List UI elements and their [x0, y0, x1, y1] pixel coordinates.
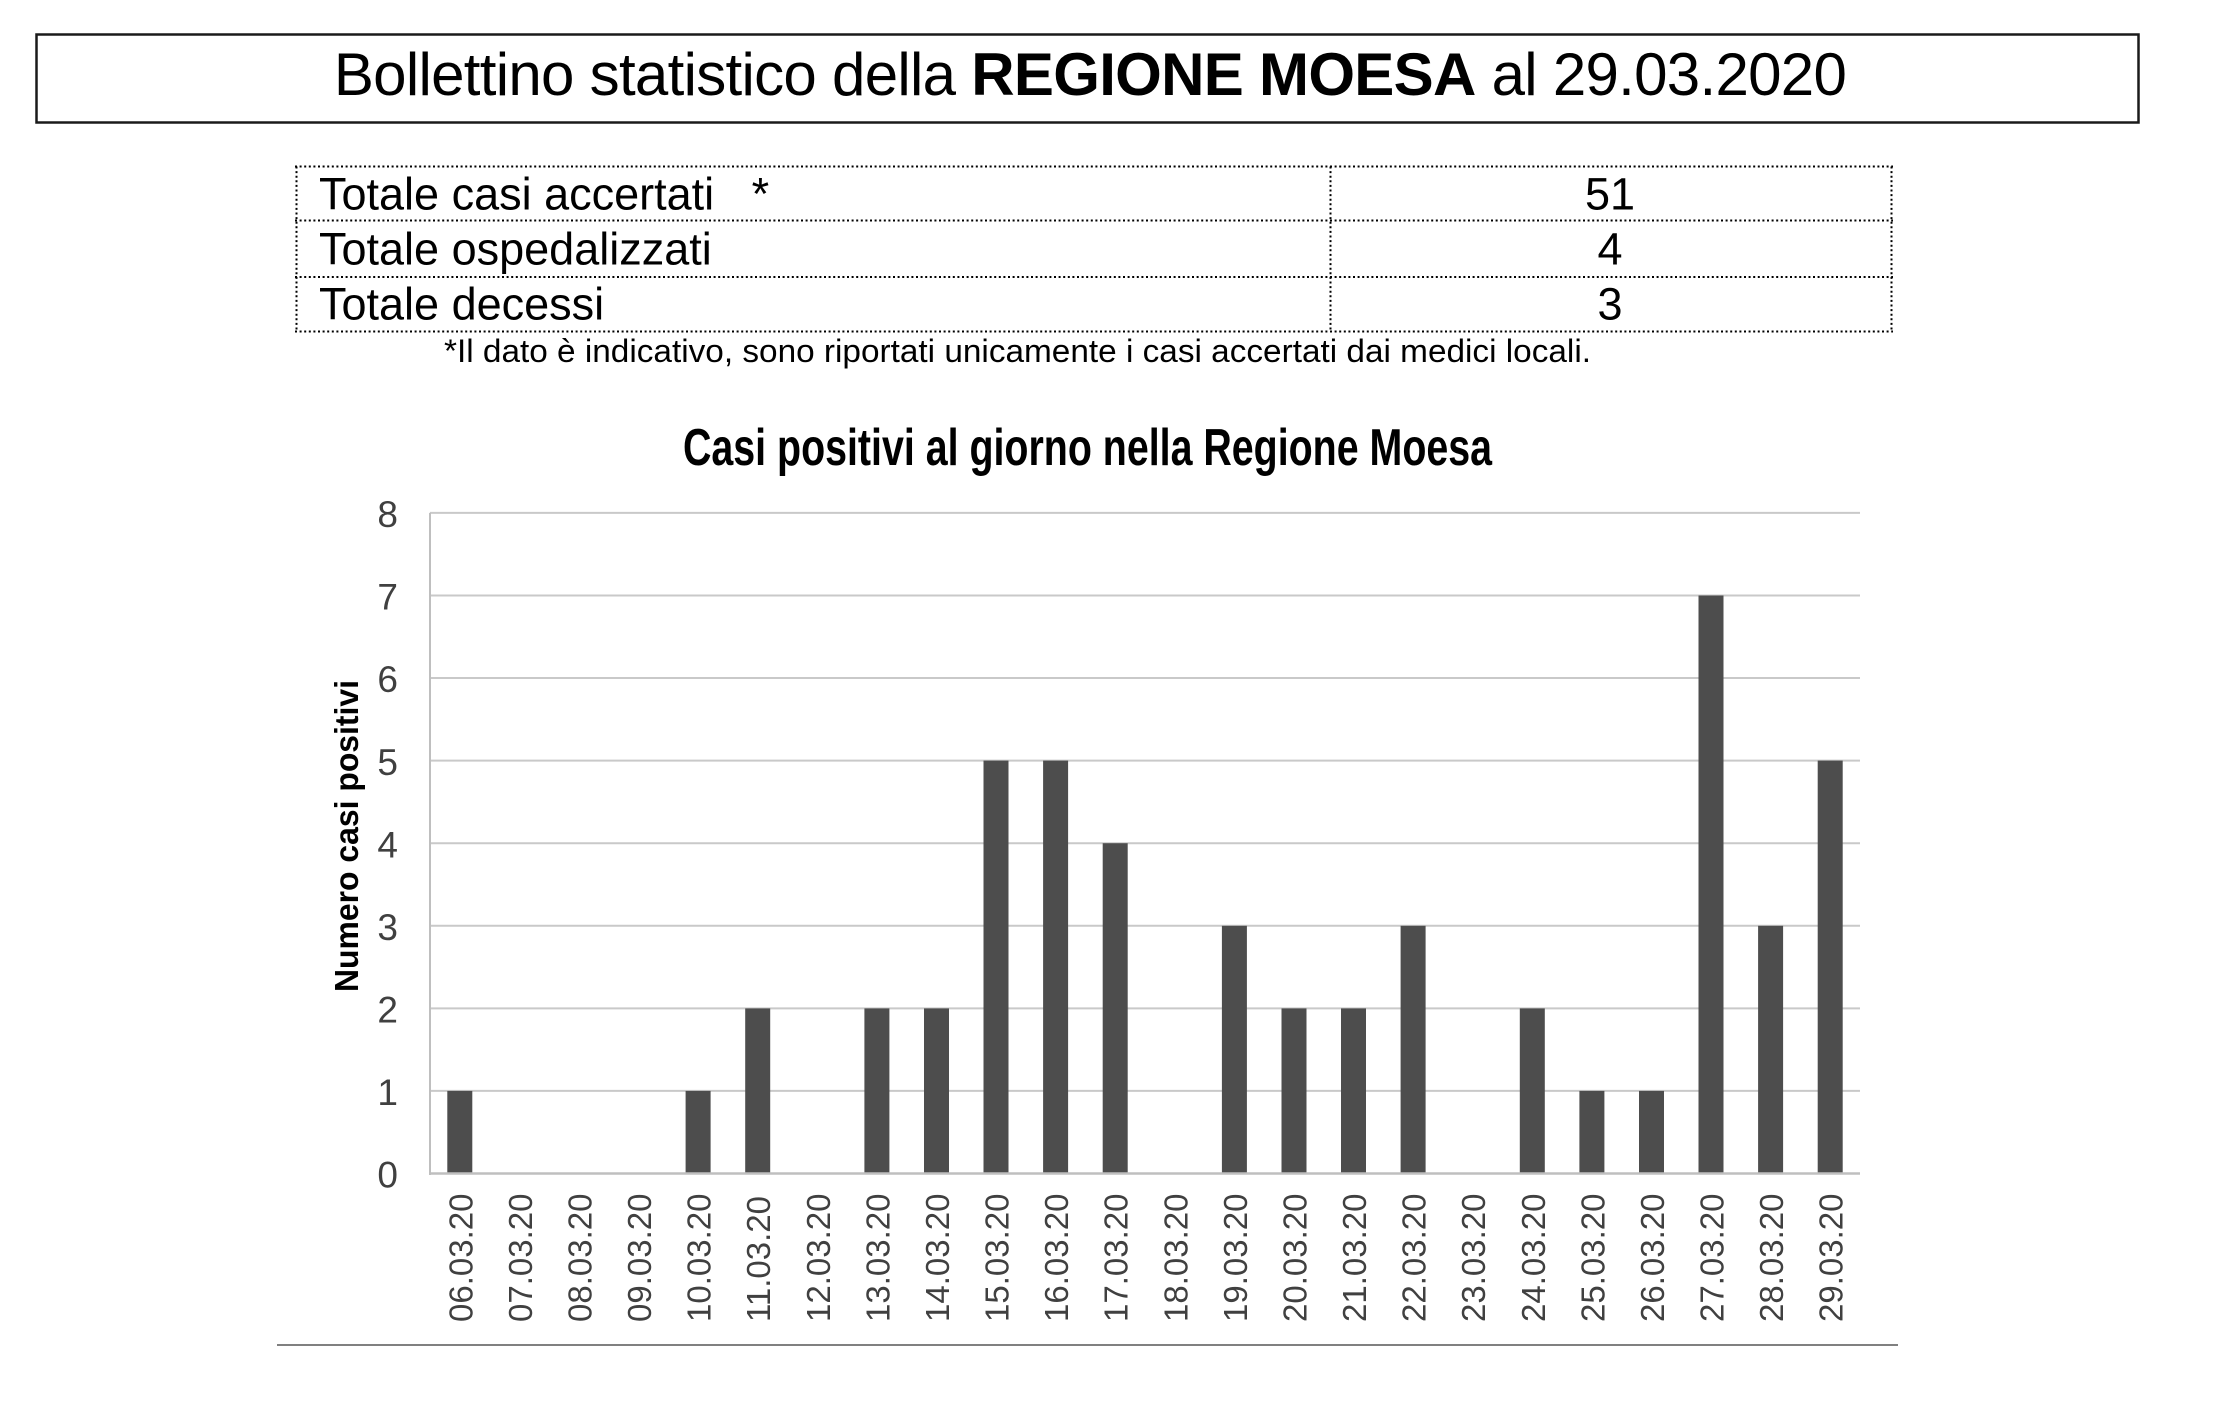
svg-text:21.03.20: 21.03.20 — [1336, 1194, 1373, 1322]
svg-text:26.03.20: 26.03.20 — [1634, 1194, 1671, 1322]
svg-text:17.03.20: 17.03.20 — [1098, 1194, 1135, 1322]
svg-text:19.03.20: 19.03.20 — [1217, 1194, 1254, 1322]
svg-text:29.03.20: 29.03.20 — [1813, 1194, 1850, 1322]
svg-text:Numero casi positivi: Numero casi positivi — [328, 680, 365, 992]
svg-text:3: 3 — [1597, 279, 1622, 330]
svg-text:12.03.20: 12.03.20 — [800, 1194, 837, 1322]
svg-text:1: 1 — [377, 1072, 398, 1113]
svg-text:4: 4 — [377, 824, 398, 865]
svg-text:4: 4 — [1597, 224, 1622, 275]
svg-text:11.03.20: 11.03.20 — [740, 1196, 777, 1322]
svg-text:Totale casi accertati *: Totale casi accertati * — [319, 169, 769, 220]
svg-text:Casi positivi al giorno nella: Casi positivi al giorno nella Regione Mo… — [683, 419, 1493, 477]
svg-text:22.03.20: 22.03.20 — [1396, 1194, 1433, 1322]
svg-text:13.03.20: 13.03.20 — [859, 1194, 896, 1322]
svg-text:06.03.20: 06.03.20 — [442, 1194, 479, 1322]
svg-text:51: 51 — [1585, 169, 1635, 220]
svg-text:14.03.20: 14.03.20 — [919, 1194, 956, 1322]
svg-text:3: 3 — [377, 907, 398, 948]
svg-text:5: 5 — [377, 742, 398, 783]
svg-text:Totale ospedalizzati: Totale ospedalizzati — [319, 224, 712, 275]
svg-text:20.03.20: 20.03.20 — [1277, 1194, 1314, 1322]
svg-text:2: 2 — [377, 990, 398, 1031]
svg-text:23.03.20: 23.03.20 — [1455, 1194, 1492, 1322]
svg-text:24.03.20: 24.03.20 — [1515, 1194, 1552, 1322]
svg-text:08.03.20: 08.03.20 — [562, 1194, 599, 1322]
svg-text:09.03.20: 09.03.20 — [621, 1194, 658, 1322]
svg-text:18.03.20: 18.03.20 — [1157, 1194, 1194, 1322]
svg-text:6: 6 — [377, 659, 398, 700]
svg-text:07.03.20: 07.03.20 — [502, 1194, 539, 1322]
svg-text:0: 0 — [377, 1155, 398, 1196]
svg-text:15.03.20: 15.03.20 — [979, 1194, 1016, 1322]
svg-text:16.03.20: 16.03.20 — [1038, 1194, 1075, 1322]
svg-text:Totale decessi: Totale decessi — [319, 279, 604, 330]
svg-text:10.03.20: 10.03.20 — [681, 1194, 718, 1322]
svg-text:8: 8 — [377, 494, 398, 535]
svg-text:27.03.20: 27.03.20 — [1694, 1194, 1731, 1322]
svg-text:25.03.20: 25.03.20 — [1574, 1194, 1611, 1322]
svg-text:Bollettino statistico della RE: Bollettino statistico della REGIONE MOES… — [334, 41, 1846, 108]
svg-text:28.03.20: 28.03.20 — [1753, 1194, 1790, 1322]
svg-text:7: 7 — [377, 577, 398, 618]
svg-text:*Il dato è indicativo, sono ri: *Il dato è indicativo, sono riportati un… — [444, 333, 1591, 369]
